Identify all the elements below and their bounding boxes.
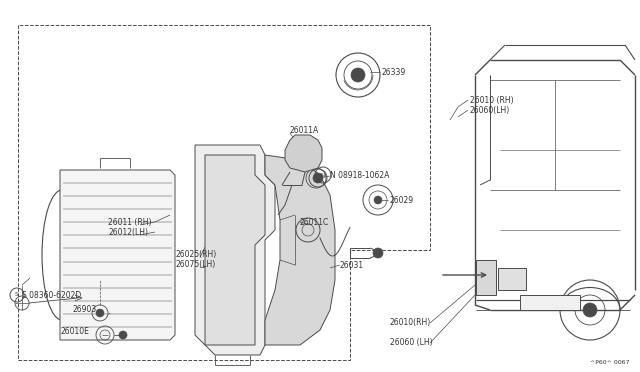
Text: 26060 (LH): 26060 (LH) [390, 337, 433, 346]
Text: 26011C: 26011C [300, 218, 329, 227]
Text: 26012(LH): 26012(LH) [108, 228, 148, 237]
Text: S: S [15, 292, 19, 298]
Text: 26025(RH): 26025(RH) [176, 250, 217, 260]
Text: 26010(RH): 26010(RH) [390, 317, 431, 327]
Polygon shape [285, 135, 322, 172]
Circle shape [373, 248, 383, 258]
Text: 26903: 26903 [72, 305, 96, 314]
Polygon shape [60, 170, 175, 340]
Text: 26010 (RH): 26010 (RH) [470, 96, 514, 105]
Circle shape [313, 173, 323, 183]
Polygon shape [205, 155, 265, 345]
Text: 26339: 26339 [382, 67, 406, 77]
Circle shape [374, 196, 382, 204]
Circle shape [583, 303, 597, 317]
Circle shape [119, 331, 127, 339]
Text: 26011A: 26011A [290, 125, 319, 135]
Bar [476, 260, 496, 295]
Bar [520, 295, 580, 310]
Text: 26010E: 26010E [60, 327, 89, 337]
Text: S 08360-6202D: S 08360-6202D [22, 291, 81, 299]
Text: 26011 (RH): 26011 (RH) [108, 218, 152, 227]
Circle shape [351, 68, 365, 82]
Text: ^P60^ 0067: ^P60^ 0067 [590, 359, 630, 365]
Text: 26031: 26031 [340, 260, 364, 269]
Text: N: N [321, 173, 325, 177]
Polygon shape [265, 155, 335, 345]
Polygon shape [195, 145, 275, 355]
Text: N 08918-1062A: N 08918-1062A [330, 170, 389, 180]
Bar [498, 268, 526, 290]
Circle shape [96, 309, 104, 317]
Text: 26060(LH): 26060(LH) [470, 106, 510, 115]
Text: 26075(LH): 26075(LH) [176, 260, 216, 269]
Text: 26029: 26029 [390, 196, 414, 205]
